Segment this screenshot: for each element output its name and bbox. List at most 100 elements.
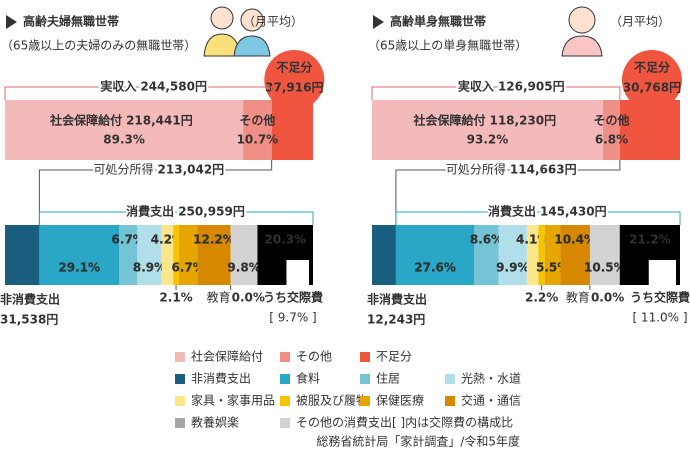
share-label: 2.1% — [159, 291, 192, 305]
education-label: 教育 — [566, 290, 590, 305]
share-label: 0.0% — [591, 291, 624, 305]
disposable-bracket — [38, 160, 273, 225]
legend-label: 保健医療 — [376, 394, 424, 408]
shortfall-value: 30,768円 — [623, 81, 681, 95]
legend-label: その他の消費支出[ ]内は交際費の構成比 — [296, 415, 513, 430]
legend-label: 非消費支出 — [191, 371, 251, 386]
other-income-label: その他 — [239, 113, 275, 128]
shortfall-label: 不足分 — [634, 60, 670, 75]
panel-subtitle: （65歳以上の夫婦のみの無職世帯） — [1, 38, 196, 53]
social-security-segment — [5, 100, 244, 160]
income-label: 実収入 — [458, 79, 494, 94]
share-label: 20.3% — [264, 233, 306, 247]
legend-swatch — [280, 374, 290, 384]
consumption-segment — [230, 225, 258, 285]
single-icon — [561, 6, 603, 57]
consumption-segment — [39, 225, 120, 285]
share-label: 6.7% — [112, 233, 145, 247]
consumption-segment — [173, 225, 179, 285]
social-security-share: 93.2% — [467, 133, 509, 147]
panel-note: （月平均） — [243, 15, 303, 29]
disposable-label: 可処分所得 — [94, 162, 154, 177]
consumption-segment — [119, 225, 138, 285]
shortfall-segment — [271, 100, 313, 160]
income-bracket — [371, 86, 621, 100]
non-consumption-segment — [372, 225, 396, 285]
share-label: 9.9% — [496, 261, 529, 275]
social-security-value: 118,230円 — [489, 114, 556, 128]
share-label: 21.2% — [629, 233, 671, 247]
entertainment-share: [ 9.7% ] — [269, 311, 316, 325]
share-label: 29.1% — [58, 261, 100, 275]
social-security-share: 89.3% — [103, 133, 145, 147]
social-security-segment — [372, 100, 603, 160]
other-income-share: 10.7% — [237, 133, 279, 147]
title-marker — [373, 15, 384, 29]
consumption-segment — [161, 225, 174, 285]
share-label: 0.0% — [232, 291, 265, 305]
legend-swatch — [360, 374, 370, 384]
non-consumption-label: 非消費支出 — [0, 292, 60, 307]
non-consumption-segment — [5, 225, 40, 285]
non-consumption-value: 12,243円 — [367, 313, 425, 327]
consumption-segment — [178, 225, 198, 285]
shortfall-balloon — [621, 50, 682, 110]
couple-icon — [203, 6, 271, 57]
consumption-segment — [395, 225, 475, 285]
share-label: 10.5% — [584, 261, 626, 275]
other-income-share: 6.8% — [595, 133, 628, 147]
share-label: 27.6% — [414, 261, 456, 275]
title-marker — [6, 15, 17, 29]
panel-title: 高齢夫婦無職世帯 — [23, 14, 119, 29]
income-value: 126,905円 — [498, 80, 565, 94]
legend-swatch — [360, 396, 370, 406]
legend-swatch — [175, 396, 185, 406]
consumption-segment — [526, 225, 539, 285]
legend-swatch — [280, 418, 290, 428]
consumption-value: 250,959円 — [178, 205, 245, 219]
legend-label: 社会保障給付 — [191, 349, 263, 364]
legend-label: 光熱・水道 — [461, 372, 521, 386]
non-consumption-label: 非消費支出 — [367, 292, 427, 307]
share-label: 2.2% — [525, 291, 558, 305]
consumption-segment — [544, 225, 561, 285]
share-label: 8.9% — [133, 261, 166, 275]
legend-label: 被服及び履物 — [296, 394, 368, 408]
legend-label: 不足分 — [376, 350, 412, 364]
consumption-segment — [137, 225, 162, 285]
legend-label: 交通・通信 — [461, 393, 521, 408]
education-label: 教育 — [207, 290, 231, 305]
consumption-segment — [538, 225, 545, 285]
legend-label: その他 — [296, 350, 332, 364]
legend-label: 食料 — [296, 371, 320, 386]
social-security-label: 社会保障給付 — [412, 113, 485, 128]
consumption-segment — [589, 225, 620, 285]
consumption-label: 消費支出 — [126, 204, 174, 219]
consumption-segment — [197, 225, 231, 285]
other-income-segment — [603, 100, 620, 160]
other-income-segment — [243, 100, 272, 160]
legend-swatch — [175, 374, 185, 384]
entertainment-share: [ 11.0% ] — [632, 311, 687, 325]
share-label: 6.7% — [171, 261, 204, 275]
shortfall-segment — [619, 100, 680, 160]
share-label: 8.6% — [470, 233, 503, 247]
consumption-segment — [474, 225, 499, 285]
legend-swatch — [175, 418, 185, 428]
disposable-bracket — [395, 160, 621, 225]
legend-swatch — [280, 352, 290, 362]
legend-swatch — [175, 352, 185, 362]
legend-label: 教養娯楽 — [191, 415, 239, 430]
panel-subtitle: （65歳以上の単身無職世帯） — [368, 38, 527, 53]
share-label: 12.2% — [193, 233, 235, 247]
shortfall-label: 不足分 — [276, 60, 312, 75]
share-label: 10.4% — [554, 233, 596, 247]
income-label: 実収入 — [100, 79, 136, 94]
entertainment-portion — [648, 260, 676, 285]
consumption-label: 消費支出 — [488, 204, 536, 219]
social-security-value: 218,441円 — [126, 114, 193, 128]
entertainment-label: うち交際費 — [263, 290, 323, 305]
consumption-bracket — [38, 211, 314, 225]
legend-swatch — [280, 396, 290, 406]
